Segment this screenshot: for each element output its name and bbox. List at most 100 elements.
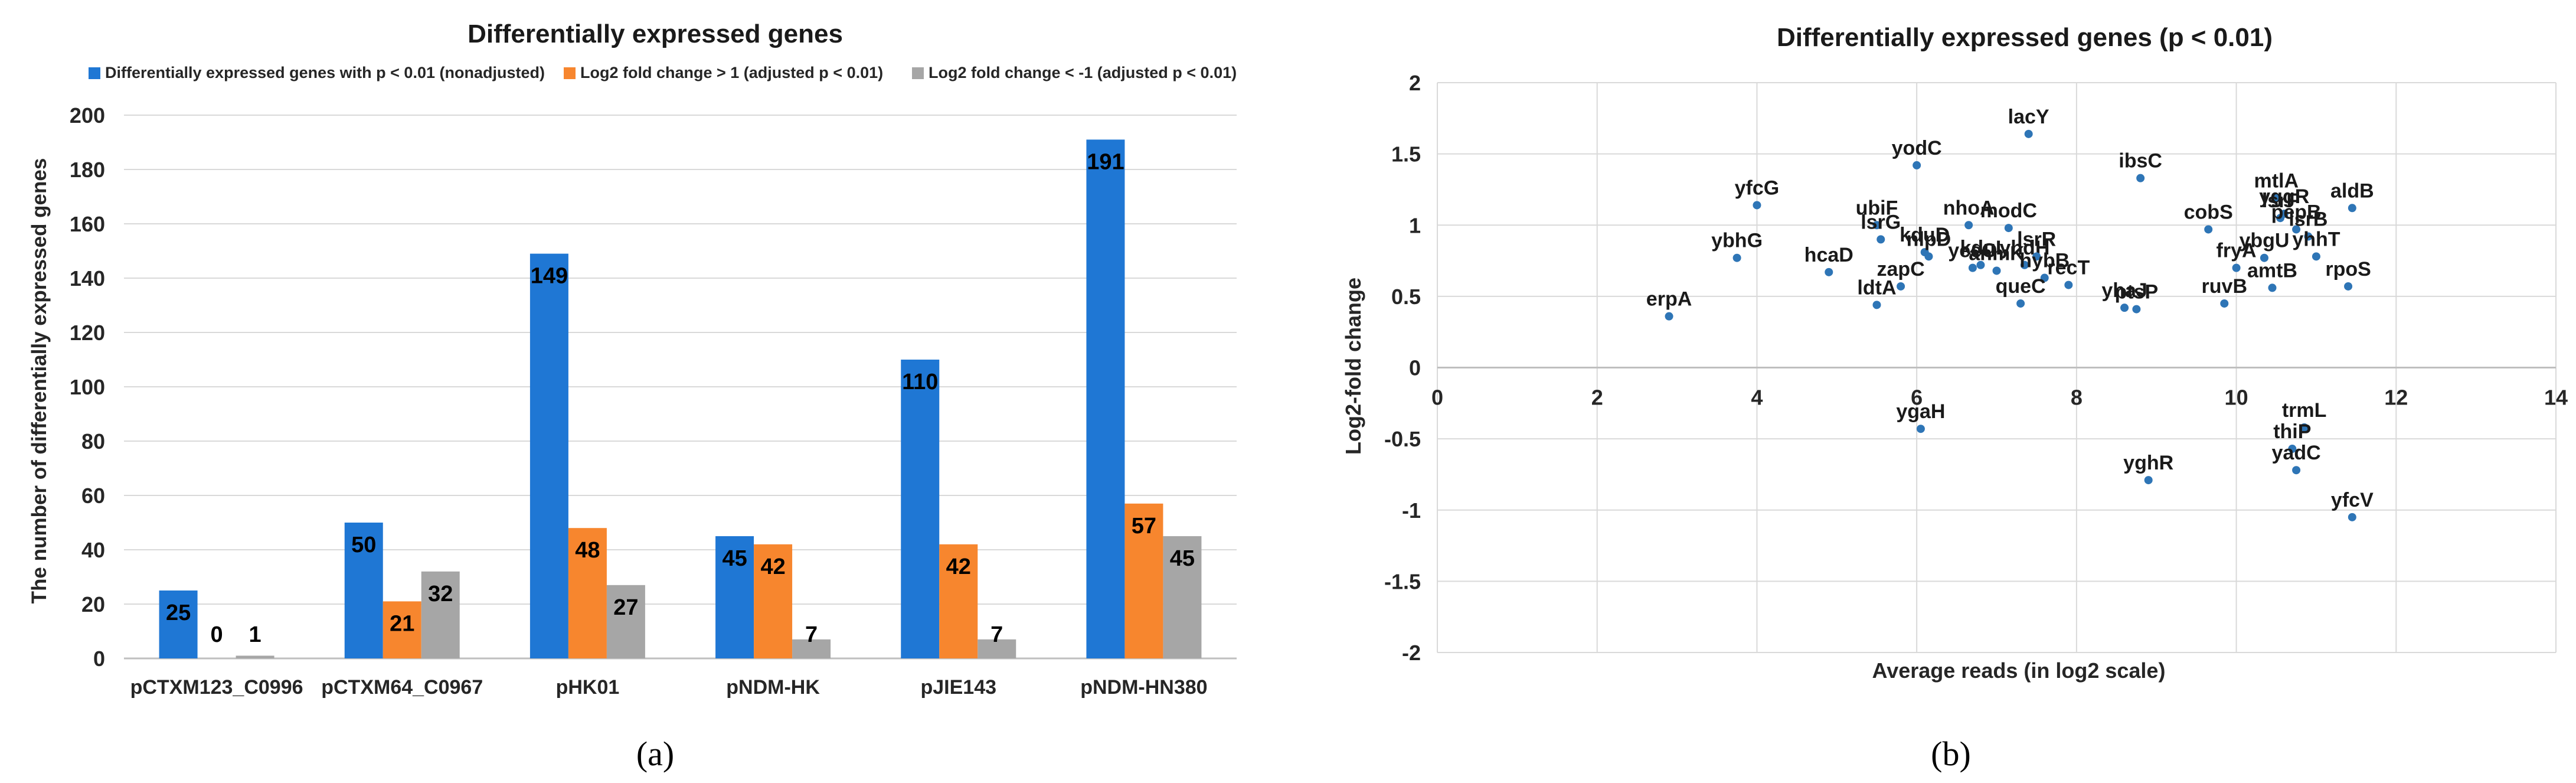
bar-y-tick-label: 0	[93, 647, 105, 671]
scatter-x-tick-label: 8	[2071, 386, 2083, 410]
bar-chart: Differentially expressed genes Different…	[28, 19, 1237, 773]
scatter-x-tick-label: 14	[2544, 386, 2568, 410]
scatter-point	[2280, 209, 2289, 218]
scatter-point	[1872, 221, 1881, 230]
bar	[159, 590, 198, 658]
gene-label: trmL	[2282, 399, 2327, 422]
bar	[715, 536, 754, 658]
scatter-point	[2040, 273, 2049, 282]
gene-label: amtB	[2247, 259, 2297, 282]
scatter-point	[2144, 476, 2153, 485]
bar-y-tick-label: 200	[70, 103, 105, 128]
bar-data-label: 21	[390, 611, 414, 636]
scatter-point	[2348, 513, 2356, 521]
panel-label-b: (b)	[1931, 735, 1971, 773]
bar	[236, 655, 274, 658]
bar-data-label: 0	[211, 622, 223, 647]
scatter-x-axis-label: Average reads (in log2 scale)	[1872, 658, 2166, 683]
scatter-point	[1924, 252, 1933, 261]
bar-y-tick-label: 180	[70, 158, 105, 182]
bar-data-label: 42	[760, 554, 785, 579]
gene-label: modC	[1980, 200, 2037, 222]
bar-y-tick-label: 140	[70, 266, 105, 291]
bar	[421, 571, 460, 658]
bar-bars: 25 0 1 50 21 32 149 48 27 45 42 7 110 42 7 191 57 45	[159, 139, 1202, 659]
gene-label: mtlA	[2254, 169, 2299, 192]
scatter-y-tick-label: -2	[1402, 641, 1421, 665]
scatter-point	[2292, 466, 2301, 475]
gene-label: ubiF	[1856, 197, 1898, 219]
gene-label: ldtA	[1857, 276, 1896, 299]
bar-x-tick-label: pNDM-HK	[726, 676, 820, 699]
bar-y-axis-ticks: 0 20 40 60 80 100 120 140 160 180 200	[70, 103, 105, 671]
scatter-point	[2288, 445, 2297, 454]
bar	[568, 528, 607, 658]
gene-label: hcaD	[1804, 244, 1853, 266]
scatter-y-axis-label: Log2-fold change	[1341, 278, 1365, 455]
bar-chart-title: Differentially expressed genes	[468, 19, 843, 48]
bar-x-tick-label: pNDM-HN380	[1080, 676, 1207, 699]
gene-label: queC	[1996, 275, 2046, 298]
bar-data-label: 25	[166, 601, 191, 625]
scatter-point	[2304, 232, 2313, 241]
bar-x-tick-label: pJIE143	[920, 676, 996, 699]
scatter-point	[2260, 253, 2268, 262]
scatter-x-tick-label: 4	[1751, 386, 1763, 410]
scatter-y-tick-label: -1	[1402, 498, 1421, 523]
legend-entry: Differentially expressed genes with p < …	[105, 64, 545, 81]
legend-entry: Log2 fold change > 1 (adjusted p < 0.01)	[580, 64, 883, 81]
scatter-point	[2220, 299, 2229, 308]
bar-data-label: 45	[1170, 546, 1195, 571]
scatter-gridlines	[1437, 82, 2557, 653]
bar-legend: Differentially expressed genes with p < …	[89, 64, 1237, 81]
scatter-point	[2064, 280, 2073, 289]
bar-gridlines	[124, 115, 1237, 660]
gene-label: yhdH	[1999, 237, 2049, 259]
scatter-x-tick-label: 12	[2384, 386, 2408, 410]
gene-label: kduD	[1900, 224, 1950, 246]
gene-label: anmK	[1969, 242, 2025, 265]
bar-data-label: 110	[902, 370, 938, 394]
scatter-point	[1964, 221, 1973, 230]
gene-label: lacY	[2008, 106, 2049, 128]
scatter-point	[2204, 225, 2213, 234]
scatter-point	[2020, 260, 2029, 269]
gene-label: fryA	[2217, 240, 2257, 262]
bar-data-label: 45	[722, 546, 747, 571]
bar-y-tick-label: 100	[70, 375, 105, 399]
gene-label: ibsC	[2119, 150, 2162, 172]
bar-data-label: 42	[946, 554, 971, 579]
scatter-point	[1897, 282, 1905, 291]
bar-x-tick-label: pHK01	[556, 676, 620, 699]
scatter-point	[2024, 129, 2033, 138]
gene-label: yhaJ	[2101, 279, 2147, 302]
bar	[939, 544, 978, 658]
legend-swatch	[912, 67, 924, 79]
scatter-y-tick-label: -0.5	[1384, 427, 1421, 451]
bar-y-tick-label: 160	[70, 212, 105, 236]
gene-label: erpA	[1646, 288, 1692, 311]
scatter-x-tick-label: 2	[1591, 386, 1603, 410]
bar	[1124, 503, 1163, 658]
scatter-point	[2300, 423, 2309, 432]
scatter-point	[2032, 252, 2041, 261]
bar	[529, 253, 568, 659]
scatter-point	[2016, 299, 2025, 308]
scatter-chart: Differentially expressed genes (p < 0.01…	[1341, 23, 2568, 773]
gene-label: rpoS	[2325, 258, 2371, 280]
gene-label: pepB	[2271, 201, 2322, 223]
scatter-point	[2232, 263, 2241, 272]
scatter-point	[2120, 304, 2129, 312]
scatter-x-tick-label: 0	[1431, 386, 1443, 410]
gene-label: thiP	[2273, 420, 2311, 443]
bar-data-label: 7	[990, 622, 1003, 647]
gene-label: yfcG	[1735, 177, 1780, 199]
scatter-point	[2344, 282, 2353, 291]
scatter-point	[1753, 201, 1761, 210]
panel-label-a: (a)	[636, 735, 674, 773]
bar	[901, 360, 940, 658]
bar-data-label: 27	[613, 595, 638, 620]
scatter-point	[2312, 252, 2320, 261]
gene-label: ybhG	[1711, 230, 1763, 252]
